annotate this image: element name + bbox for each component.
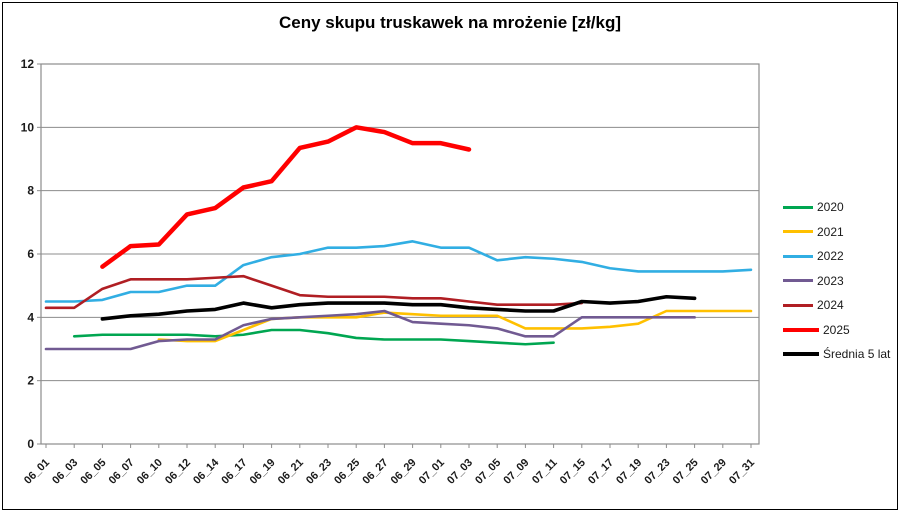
- series-line-średnia-5-lat: [100, 294, 697, 321]
- series-line-2021: [157, 309, 753, 343]
- x-tick-label-07_19: 07_19: [614, 457, 644, 487]
- legend-item-2024: 2024: [783, 293, 890, 318]
- series-line-2022: [44, 240, 753, 303]
- x-tick-label-06_10: 06_10: [135, 457, 165, 487]
- x-tick-label-07_31: 07_31: [727, 457, 757, 487]
- legend-item-2023: 2023: [783, 269, 890, 294]
- legend-item-2021: 2021: [783, 220, 890, 245]
- x-tick-label-06_01: 06_01: [22, 457, 52, 487]
- legend-swatch-2025: [783, 327, 819, 332]
- legend-swatch-2020: [783, 205, 813, 209]
- plot-frame: [40, 63, 760, 445]
- x-tick-label-07_05: 07_05: [473, 457, 503, 487]
- x-tick-label-07_11: 07_11: [530, 457, 560, 487]
- y-tick-label-2: 2: [27, 374, 34, 388]
- y-tick-label-10: 10: [21, 120, 35, 134]
- chart-legend: 2020 2021 2022 2023 2024 2025 Średnia 5 …: [783, 195, 890, 367]
- y-tick-label-4: 4: [27, 310, 34, 324]
- legend-swatch-2021: [783, 230, 813, 234]
- x-tick-label-06_05: 06_05: [78, 457, 108, 487]
- x-tick-label-07_17: 07_17: [586, 457, 616, 487]
- x-tick-label-07_01: 07_01: [417, 457, 447, 487]
- legend-label-2021: 2021: [817, 224, 844, 239]
- x-tick-label-07_09: 07_09: [501, 457, 531, 487]
- legend-item-2020: 2020: [783, 195, 890, 220]
- legend-swatch-2024: [783, 303, 813, 307]
- x-tick-label-07_15: 07_15: [558, 457, 588, 487]
- y-tick-label-8: 8: [27, 184, 34, 198]
- x-tick-label-06_29: 06_29: [389, 457, 419, 487]
- legend-item-2025: 2025: [783, 318, 890, 343]
- legend-swatch-2023: [783, 279, 813, 283]
- x-tick-label-06_14: 06_14: [191, 456, 222, 487]
- y-tick-label-12: 12: [21, 57, 35, 71]
- legend-item-2022: 2022: [783, 244, 890, 269]
- y-tick-label-0: 0: [27, 437, 34, 451]
- x-tick-label-07_23: 07_23: [642, 457, 672, 487]
- x-tick-label-06_19: 06_19: [248, 457, 278, 487]
- x-tick-label-06_12: 06_12: [163, 457, 193, 487]
- legend-label-2024: 2024: [817, 298, 844, 313]
- series-line-2024: [44, 274, 584, 310]
- x-tick-label-07_25: 07_25: [671, 457, 701, 487]
- y-tick-label-6: 6: [27, 247, 34, 261]
- series-line-2023: [44, 309, 696, 351]
- x-tick-label-06_27: 06_27: [360, 457, 390, 487]
- x-tick-label-07_29: 07_29: [699, 457, 729, 487]
- legend-swatch-2022: [783, 254, 813, 258]
- series-line-2020: [72, 328, 555, 346]
- legend-swatch-srednia-5-lat: [783, 352, 819, 357]
- x-tick-label-07_03: 07_03: [445, 457, 475, 487]
- x-tick-label-06_03: 06_03: [50, 457, 80, 487]
- legend-label-2023: 2023: [817, 273, 844, 288]
- x-tick-label-06_25: 06_25: [332, 457, 362, 487]
- x-tick-label-06_07: 06_07: [107, 457, 137, 487]
- legend-label-2020: 2020: [817, 200, 844, 215]
- legend-label-2025: 2025: [823, 322, 850, 337]
- x-tick-label-06_21: 06_21: [276, 457, 306, 487]
- x-tick-label-06_23: 06_23: [304, 457, 334, 487]
- series-line-2025: [100, 125, 472, 269]
- x-tick-label-06_17: 06_17: [219, 457, 249, 487]
- legend-label-srednia-5-lat: Średnia 5 lat: [823, 347, 891, 362]
- legend-label-2022: 2022: [817, 249, 844, 264]
- line-chart: 02468101206_0106_0306_0506_0706_1006_120…: [21, 57, 760, 487]
- chart-title: Ceny skupu truskawek na mrożenie [zł/kg]: [279, 13, 621, 32]
- legend-item-srednia-5-lat: Średnia 5 lat: [783, 342, 890, 367]
